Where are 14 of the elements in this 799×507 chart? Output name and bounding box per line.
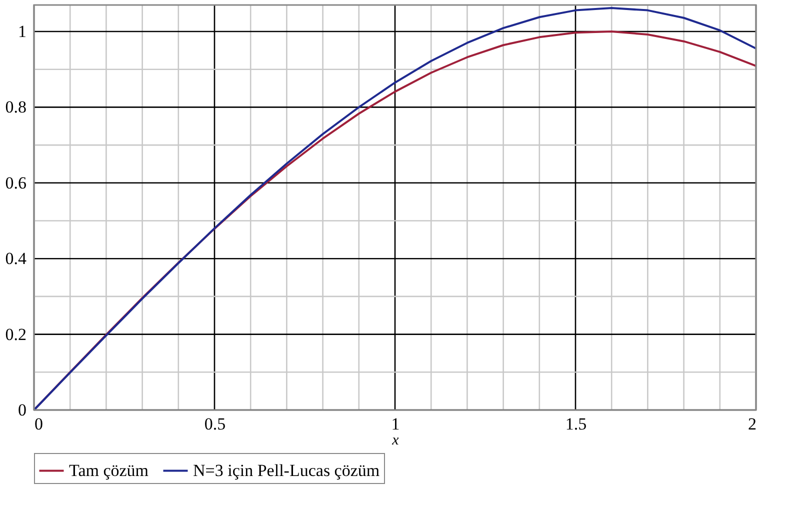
x-axis-title: x	[391, 432, 400, 448]
y-tick-label: 0.4	[5, 249, 27, 268]
x-tick-label: 2	[748, 414, 756, 434]
y-tick-label: 0.6	[5, 173, 26, 192]
legend-label: Tam çözüm	[69, 460, 149, 480]
y-tick-label: 1	[18, 22, 26, 41]
y-tick-label: 0.2	[5, 324, 26, 344]
x-tick-label: 1	[391, 414, 400, 434]
x-tick-label: 1.5	[565, 414, 587, 434]
y-tick-label: 0	[18, 400, 26, 420]
x-tick-label: 0.5	[204, 414, 226, 434]
y-tick-label: 0.8	[5, 98, 26, 117]
legend-label: N=3 için Pell-Lucas çözüm	[193, 460, 380, 480]
x-tick-label: 0	[34, 414, 43, 434]
